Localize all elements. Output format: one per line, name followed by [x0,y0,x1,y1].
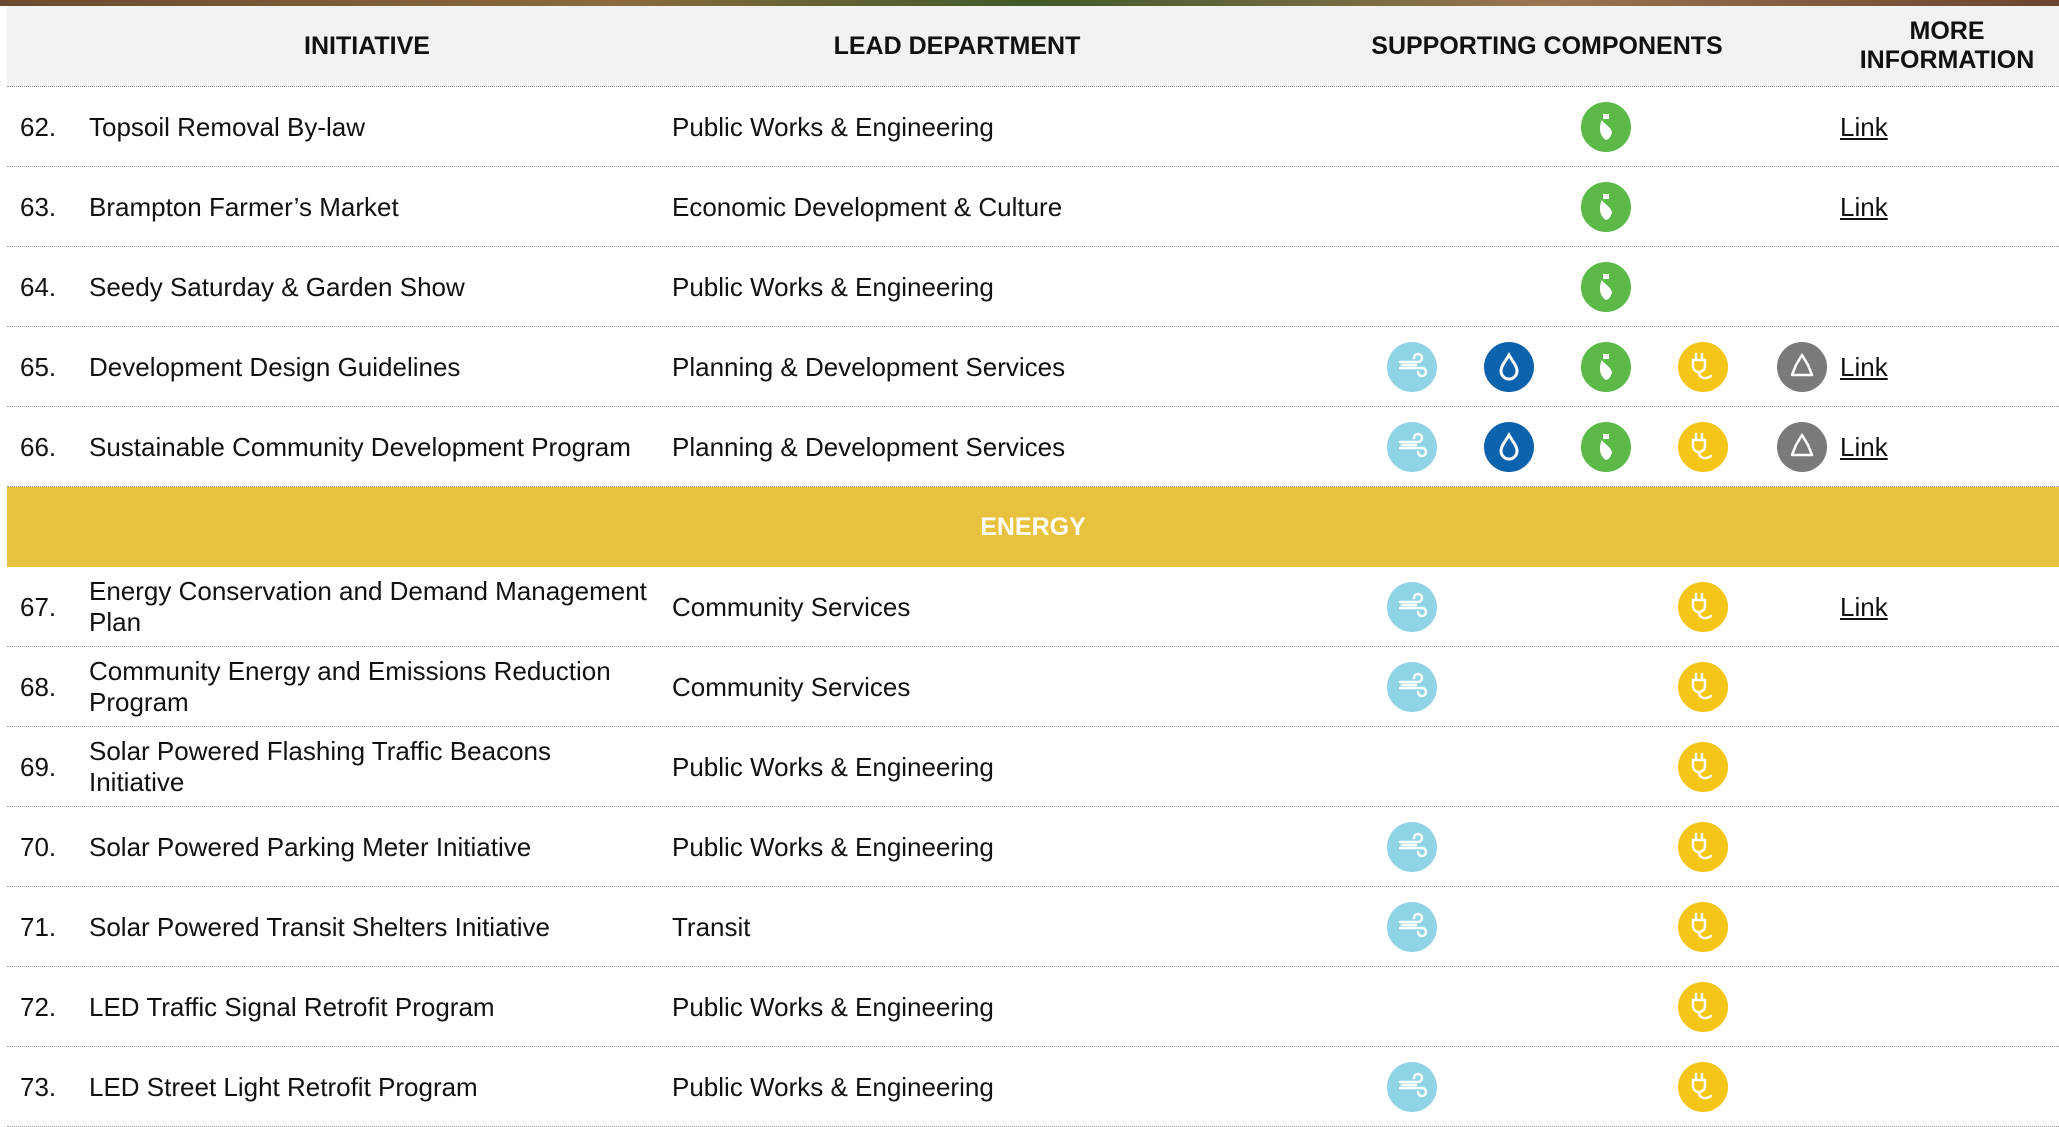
row-number: 69. [20,751,57,782]
table-row: 71. Solar Powered Transit Shelters Initia… [7,887,2059,967]
lead-department: Public Works & Engineering [672,991,994,1022]
component-icon [1581,262,1631,312]
component-icon [1678,582,1728,632]
initiative: Community Energy and Emissions Reduction… [89,656,611,717]
row-number: 64. [20,271,57,302]
table-row: 65. Development Design Guidelines Planning… [7,327,2059,407]
table-row: 70. Solar Powered Parking Meter Initiativ… [7,807,2059,887]
table-row: 64. Seedy Saturday & Garden Show Public Wo… [7,247,2059,327]
initiative: LED Street Light Retrofit Program [89,1071,478,1102]
component-icon [1678,982,1728,1032]
table-row: 69. Solar Powered Flashing Traffic Beacon… [7,727,2059,807]
component-icon [1777,342,1827,392]
component-icon [1387,582,1437,632]
initiative: Seedy Saturday & Garden Show [89,271,465,302]
initiative: Solar Powered Parking Meter Initiative [89,831,532,862]
component-icon [1678,342,1728,392]
initiative: Energy Conservation and Demand Managemen… [89,576,647,637]
info-link[interactable]: Link [1840,351,1888,382]
row-number: 73. [20,1071,57,1102]
lead-department: Community Services [672,671,911,702]
component-icon [1678,1062,1728,1112]
link-cell: Link [1840,567,1888,647]
initiative: Solar Powered Transit Shelters Initiativ… [89,911,550,942]
table-row: 62. Topsoil Removal By-law Public Works & … [7,87,2059,167]
row-number: 66. [20,431,57,462]
component-icon [1387,422,1437,472]
component-icon [1387,902,1437,952]
initiative: Sustainable Community Development Progra… [89,431,631,462]
lead-department: Public Works & Engineering [672,111,994,142]
lead-department: Community Services [672,591,911,622]
component-icon [1484,422,1534,472]
header-cell: SUPPORTING COMPONENTS [1371,31,1723,60]
table-row: 73. LED Street Light Retrofit Program Publ… [7,1047,2059,1127]
row-number: 63. [20,191,57,222]
row-number: 67. [20,591,57,622]
initiative: Solar Powered Flashing Traffic Beacons I… [89,736,551,797]
lead-department: Economic Development & Culture [672,191,1063,222]
component-icon [1678,902,1728,952]
component-icon [1581,342,1631,392]
table-header: INITIATIVE LEAD DEPARTMENT SUPPORTING CO… [7,6,2059,87]
table-row: 66. Sustainable Community Development Pro… [7,407,2059,487]
row-number: 62. [20,111,57,142]
component-icon [1581,422,1631,472]
component-icon [1678,822,1728,872]
component-icon [1387,1062,1437,1112]
component-icon [1678,742,1728,792]
photo-strip [0,0,2059,6]
link-cell: Link [1840,87,1888,167]
component-icon [1581,102,1631,152]
row-number: 72. [20,991,57,1022]
component-icon [1387,822,1437,872]
table-row: 67. Energy Conservation and Demand Manage… [7,567,2059,647]
row-number: 65. [20,351,57,382]
lead-department: Transit [672,911,751,942]
row-number: 70. [20,831,57,862]
lead-department: Public Works & Engineering [672,1071,994,1102]
info-link[interactable]: Link [1840,111,1888,142]
lead-department: Planning & Development Services [672,431,1066,462]
component-icon [1678,422,1728,472]
lead-department: Planning & Development Services [672,351,1066,382]
header-cell: LEAD DEPARTMENT [833,31,1081,60]
component-icon [1581,182,1631,232]
component-icon [1484,342,1534,392]
table-row: 72. LED Traffic Signal Retrofit Program Pu… [7,967,2059,1047]
initiative: Brampton Farmer’s Market [89,191,399,222]
component-icon [1387,342,1437,392]
table-row: 68. Community Energy and Emissions Reduct… [7,647,2059,727]
initiative: Topsoil Removal By-law [89,111,365,142]
row-number: 71. [20,911,57,942]
row-number: 68. [20,671,57,702]
lead-department: Public Works & Engineering [672,271,994,302]
info-link[interactable]: Link [1840,191,1888,222]
link-cell: Link [1840,327,1888,407]
section-header: ENERGY [7,487,2059,567]
table-row: 63. Brampton Farmer’s Market Economic Deve… [7,167,2059,247]
info-link[interactable]: Link [1840,431,1888,462]
lead-department: Public Works & Engineering [672,831,994,862]
header-cell: INITIATIVE [304,31,430,60]
initiative: Development Design Guidelines [89,351,461,382]
lead-department: Public Works & Engineering [672,751,994,782]
info-link[interactable]: Link [1840,591,1888,622]
initiative: LED Traffic Signal Retrofit Program [89,991,495,1022]
component-icon [1777,422,1827,472]
component-icon [1678,662,1728,712]
component-icon [1387,662,1437,712]
link-cell: Link [1840,407,1888,487]
header-cell: MORE INFORMATION [1859,17,2035,74]
link-cell: Link [1840,167,1888,247]
